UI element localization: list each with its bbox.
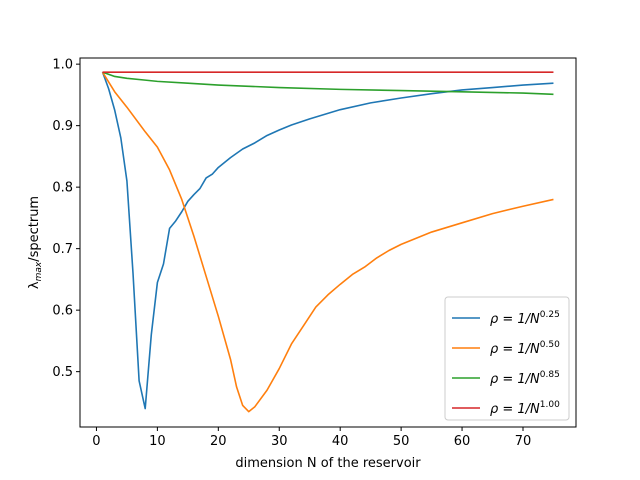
x-tick-label: 30 (271, 434, 288, 449)
legend-label-3: ρ = 1/N0.85 (490, 370, 560, 387)
y-tick-label: 0.8 (52, 181, 73, 196)
y-axis-ticks: 0.5 0.6 0.7 0.8 0.9 1.0 (52, 58, 80, 380)
y-tick-label: 0.9 (52, 119, 73, 134)
series-line-2 (101, 71, 554, 413)
legend-box (444, 296, 570, 421)
legend: ρ = 1/N0.25 ρ = 1/N0.50 ρ = 1/N0.85 ρ = 1/N… (444, 296, 570, 421)
plot-lines (101, 71, 554, 413)
x-tick-label: 20 (210, 434, 227, 449)
y-tick-label: 0.5 (52, 365, 73, 380)
y-axis-label: λmax/spectrum (27, 196, 44, 289)
series-line-3 (102, 71, 554, 96)
y-tick-label: 0.7 (52, 242, 73, 257)
x-axis-label: dimension N of the reservoir (235, 456, 421, 471)
x-tick-label: 50 (393, 434, 410, 449)
legend-label-2: ρ = 1/N0.50 (490, 340, 560, 357)
x-tick-label: 70 (515, 434, 532, 449)
legend-label-4: ρ = 1/N1.00 (490, 400, 560, 417)
y-tick-label: 1.0 (52, 58, 73, 73)
series-line-1 (101, 71, 554, 410)
x-axis-ticks: 0 10 20 30 40 50 60 70 (92, 427, 531, 449)
x-tick-label: 0 (92, 434, 100, 449)
axes-frame (79, 57, 577, 428)
x-tick-label: 10 (149, 434, 166, 449)
x-tick-label: 60 (454, 434, 471, 449)
y-tick-label: 0.6 (52, 304, 73, 319)
x-tick-label: 40 (332, 434, 349, 449)
legend-label-1: ρ = 1/N0.25 (490, 310, 560, 327)
